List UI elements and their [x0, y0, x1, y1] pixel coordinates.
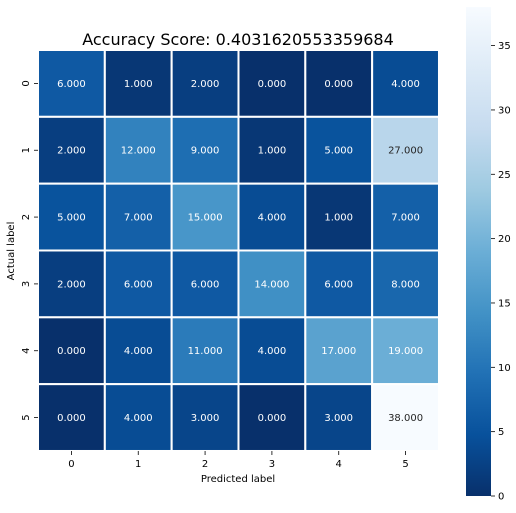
colorbar-tick-label-5: 25	[498, 170, 511, 181]
x-tick-label-3: 3	[269, 459, 275, 470]
heatmap-cell-3-0	[37, 249, 106, 319]
cell-value-label-4-5: 19.000	[388, 346, 423, 357]
colorbar-tick-label-1: 5	[498, 427, 504, 438]
heatmap-cells: 6.000 1.000 2.000 0.000 0.000 4.000 2.000 12.00…	[37, 49, 440, 452]
heatmap-cell-2-4	[304, 182, 374, 252]
colorbar-tick-label-6: 30	[498, 105, 511, 116]
chart-title: Accuracy Score: 0.4031620553359684	[82, 30, 394, 49]
y-tick-label-2: 2	[21, 214, 32, 220]
colorbar-ticks: 0 5 10 15 20 25 30 35	[491, 41, 511, 503]
cell-value-label-5-5: 38.000	[388, 413, 423, 424]
cell-value-label-4-0: 0.000	[57, 346, 86, 357]
cell-value-label-2-0: 5.000	[57, 213, 86, 224]
heatmap-cell-5-4	[304, 383, 374, 452]
heatmap-cell-3-2	[170, 249, 240, 319]
heatmap-cell-4-2	[170, 316, 240, 386]
heatmap-cell-3-3	[237, 249, 307, 319]
cell-value-label-5-2: 3.000	[191, 413, 220, 424]
heatmap-cell-2-1	[103, 182, 173, 252]
heatmap-cell-3-5	[371, 249, 440, 319]
cell-value-label-5-4: 3.000	[324, 413, 353, 424]
cell-value-label-1-2: 9.000	[191, 146, 220, 157]
colorbar-tick-label-3: 15	[498, 298, 511, 309]
cell-value-label-2-1: 7.000	[124, 213, 153, 224]
x-axis-ticks: 0 1 2 3 4 5	[68, 450, 409, 470]
heatmap-cell-5-5	[371, 383, 440, 452]
cell-value-label-0-1: 1.000	[124, 79, 153, 90]
x-tick-label-0: 0	[68, 459, 74, 470]
heatmap-cell-0-1	[103, 49, 173, 118]
x-tick-label-1: 1	[135, 459, 141, 470]
cell-value-label-3-4: 6.000	[324, 279, 353, 290]
heatmap-cell-1-1	[103, 115, 173, 185]
x-axis-label: Predicted label	[201, 474, 275, 485]
heatmap-cell-1-3	[237, 115, 307, 185]
cell-value-label-1-4: 5.000	[324, 146, 353, 157]
heatmap-cell-3-1	[103, 249, 173, 319]
cell-value-label-3-1: 6.000	[124, 279, 153, 290]
cell-value-label-0-5: 4.000	[391, 79, 420, 90]
y-tick-label-3: 3	[21, 281, 32, 287]
y-tick-label-4: 4	[21, 348, 32, 354]
colorbar-tick-label-7: 35	[498, 41, 511, 52]
cell-value-label-1-1: 12.000	[121, 146, 156, 157]
heatmap-cell-5-0	[37, 383, 106, 452]
cell-value-label-3-2: 6.000	[191, 279, 220, 290]
cell-value-label-4-4: 17.000	[321, 346, 356, 357]
colorbar-tick-label-0: 0	[498, 492, 504, 503]
cell-value-label-1-3: 1.000	[258, 146, 287, 157]
y-tick-label-1: 1	[21, 147, 32, 153]
cell-value-label-3-5: 8.000	[391, 279, 420, 290]
cell-value-label-0-3: 0.000	[258, 79, 287, 90]
cell-value-label-0-4: 0.000	[324, 79, 353, 90]
cell-value-label-0-0: 6.000	[57, 79, 86, 90]
colorbar-gradient	[466, 7, 491, 496]
cell-value-label-5-1: 4.000	[124, 413, 153, 424]
cell-value-label-3-3: 14.000	[254, 279, 289, 290]
heatmap-cell-2-5	[371, 182, 440, 252]
cell-value-label-1-0: 2.000	[57, 146, 86, 157]
colorbar	[466, 7, 491, 496]
y-axis-label: Actual label	[6, 222, 17, 281]
cell-value-label-2-2: 15.000	[188, 213, 223, 224]
y-tick-label-0: 0	[21, 80, 32, 86]
x-tick-label-5: 5	[402, 459, 408, 470]
x-tick-label-4: 4	[336, 459, 342, 470]
cell-value-label-3-0: 2.000	[57, 279, 86, 290]
cell-value-label-4-1: 4.000	[124, 346, 153, 357]
x-tick-label-2: 2	[202, 459, 208, 470]
heatmap-cell-2-3	[237, 182, 307, 252]
y-tick-label-5: 5	[21, 414, 32, 420]
heatmap-cell-1-5	[371, 115, 440, 185]
y-axis-ticks: 0 1 2 3 4 5	[21, 80, 38, 421]
cell-value-label-2-3: 4.000	[258, 213, 287, 224]
cell-value-label-2-5: 7.000	[391, 213, 420, 224]
cell-value-label-5-3: 0.000	[258, 413, 287, 424]
heatmap-cell-4-4	[304, 316, 374, 386]
heatmap-cell-4-5	[371, 316, 440, 386]
cell-value-label-4-2: 11.000	[188, 346, 223, 357]
heatmap-cell-0-5	[371, 49, 440, 118]
cell-value-label-2-4: 1.000	[324, 213, 353, 224]
cell-value-label-1-5: 27.000	[388, 146, 423, 157]
colorbar-tick-label-4: 20	[498, 234, 511, 245]
cell-value-label-4-3: 4.000	[258, 346, 287, 357]
cell-value-label-0-2: 2.000	[191, 79, 220, 90]
heatmap-cell-3-4	[304, 249, 374, 319]
colorbar-tick-label-2: 10	[498, 363, 511, 374]
cell-value-label-5-0: 0.000	[57, 413, 86, 424]
heatmap-cell-5-3	[237, 383, 307, 452]
